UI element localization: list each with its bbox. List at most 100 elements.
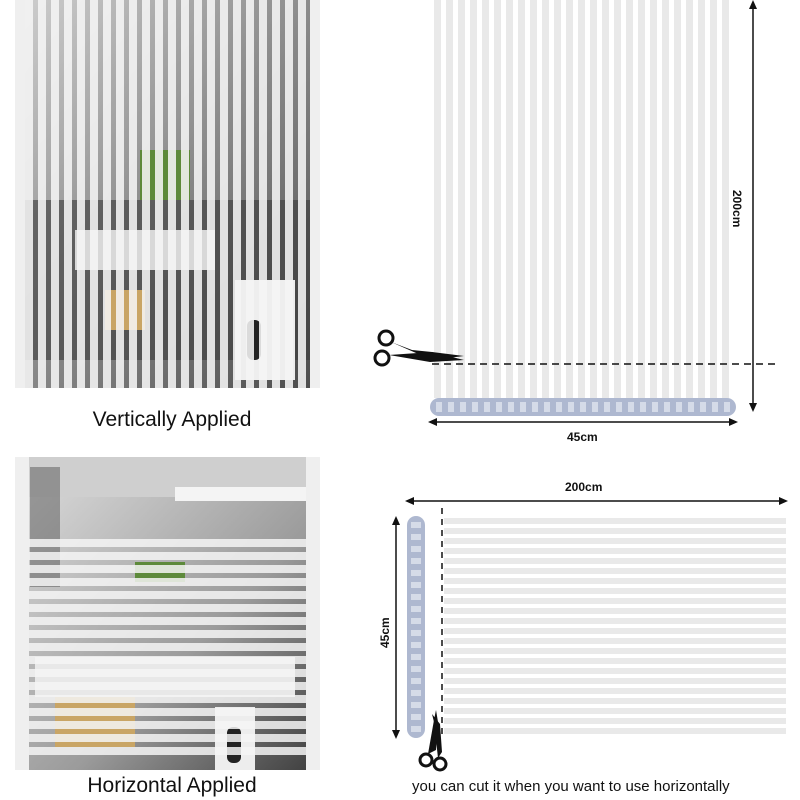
stripe bbox=[51, 0, 59, 388]
stripe bbox=[662, 0, 669, 398]
stripe bbox=[444, 638, 786, 644]
vertical-applied-photo bbox=[15, 0, 320, 388]
stripe bbox=[411, 618, 421, 624]
stripe bbox=[686, 0, 693, 398]
label-length-200cm: 200cm bbox=[565, 480, 603, 494]
stripe bbox=[15, 747, 320, 755]
stripe bbox=[676, 402, 682, 412]
stripe bbox=[628, 402, 634, 412]
stripe bbox=[448, 402, 454, 412]
stripe bbox=[181, 0, 189, 388]
stripe bbox=[411, 690, 421, 696]
stripe bbox=[444, 648, 786, 654]
stripe bbox=[411, 558, 421, 564]
stripe bbox=[532, 402, 538, 412]
stripe bbox=[472, 402, 478, 412]
stripe bbox=[530, 0, 537, 398]
stripe bbox=[554, 0, 561, 398]
stripe bbox=[411, 606, 421, 612]
stripe bbox=[626, 0, 633, 398]
stripe bbox=[15, 617, 320, 625]
stripe bbox=[15, 578, 320, 586]
stripe bbox=[194, 0, 202, 388]
vertical-film-panel bbox=[434, 0, 734, 398]
stripe bbox=[444, 588, 786, 594]
stripe bbox=[566, 0, 573, 398]
stripe bbox=[444, 528, 786, 534]
stripe bbox=[64, 0, 72, 388]
stripe bbox=[604, 402, 610, 412]
stripe bbox=[444, 698, 786, 704]
stripe bbox=[411, 642, 421, 648]
stripe bbox=[207, 0, 215, 388]
stripe bbox=[444, 718, 786, 724]
stripe bbox=[103, 0, 111, 388]
stripe bbox=[411, 714, 421, 720]
stripe bbox=[298, 0, 306, 388]
stripe bbox=[458, 0, 465, 398]
stripe bbox=[544, 402, 550, 412]
horizontal-applied-photo bbox=[15, 457, 320, 770]
stripe bbox=[520, 402, 526, 412]
cut-instruction-note: you can cut it when you want to use hori… bbox=[412, 778, 730, 795]
stripe bbox=[592, 402, 598, 412]
stripe bbox=[602, 0, 609, 398]
stripe bbox=[272, 0, 280, 388]
stripe bbox=[411, 534, 421, 540]
stripe bbox=[90, 0, 98, 388]
stripe bbox=[652, 402, 658, 412]
stripe bbox=[411, 666, 421, 672]
stripe bbox=[411, 522, 421, 528]
film-roll-vertical bbox=[407, 516, 425, 738]
stripe bbox=[578, 0, 585, 398]
stripe bbox=[411, 702, 421, 708]
stripe bbox=[15, 695, 320, 703]
vertical-frost-stripes bbox=[25, 0, 319, 388]
stripe bbox=[616, 402, 622, 412]
stripe bbox=[542, 0, 549, 398]
stripe bbox=[15, 682, 320, 690]
stripe bbox=[664, 402, 670, 412]
stripe bbox=[444, 688, 786, 694]
stripe bbox=[444, 678, 786, 684]
scissors-icon bbox=[373, 329, 464, 367]
stripe bbox=[15, 604, 320, 612]
stripe bbox=[411, 726, 421, 732]
stripe bbox=[568, 402, 574, 412]
stripe bbox=[436, 402, 442, 412]
stripe bbox=[142, 0, 150, 388]
stripe bbox=[444, 608, 786, 614]
stripe bbox=[688, 402, 694, 412]
stripe bbox=[580, 402, 586, 412]
stripe bbox=[25, 0, 33, 388]
stripe bbox=[15, 643, 320, 651]
stripe bbox=[233, 0, 241, 388]
label-height-200cm: 200cm bbox=[730, 190, 744, 228]
vertical-photo-art bbox=[15, 0, 320, 388]
stripe bbox=[15, 721, 320, 729]
stripe bbox=[444, 728, 786, 734]
stripe bbox=[411, 630, 421, 636]
stripe bbox=[259, 0, 267, 388]
stripe bbox=[444, 548, 786, 554]
horizontal-film-stripes bbox=[444, 518, 786, 734]
label-width-45cm: 45cm bbox=[567, 430, 598, 444]
stripe bbox=[15, 552, 320, 560]
stripe bbox=[15, 630, 320, 638]
horizontal-photo-art bbox=[15, 457, 320, 770]
stripe bbox=[444, 578, 786, 584]
stripe bbox=[444, 658, 786, 664]
stripe bbox=[446, 0, 453, 398]
stripe bbox=[484, 402, 490, 412]
stripe bbox=[155, 0, 163, 388]
caption-vertical: Vertically Applied bbox=[92, 408, 252, 431]
stripe bbox=[710, 0, 717, 398]
stripe bbox=[444, 568, 786, 574]
stripe bbox=[168, 0, 176, 388]
stripe bbox=[434, 0, 441, 398]
stripe bbox=[444, 618, 786, 624]
horizontal-film-panel bbox=[444, 516, 786, 734]
stripe bbox=[444, 668, 786, 674]
stripe bbox=[614, 0, 621, 398]
stripe bbox=[15, 565, 320, 573]
